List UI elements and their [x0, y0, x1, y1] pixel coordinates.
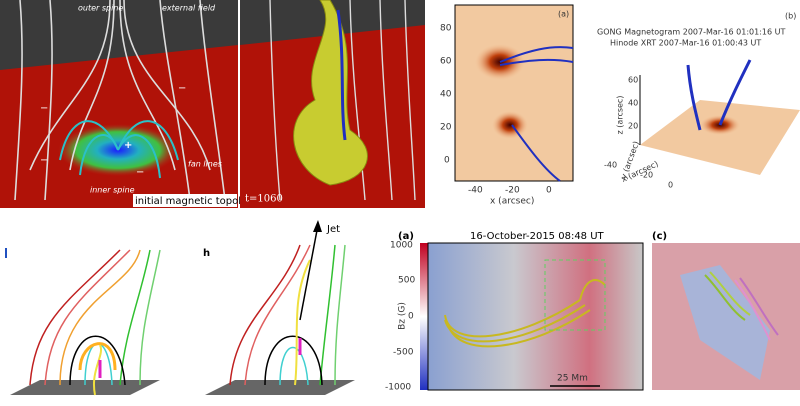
x-tick-label: -40 [468, 186, 483, 196]
diagram-h: h Jet [203, 220, 355, 395]
field-lines [30, 250, 160, 395]
z-tick-label: 60 [628, 76, 638, 85]
annotation: fan lines [188, 160, 222, 169]
y-tick-label: 0 [408, 312, 414, 322]
x-tick-label: -20 [640, 171, 653, 180]
panel-tag: (c) [652, 231, 667, 242]
plot-area [455, 5, 573, 181]
y-tick-label: 40 [440, 90, 452, 100]
panel-title: 16-October-2015 08:48 UT [470, 231, 605, 242]
y-tick-label: -500 [393, 348, 414, 358]
z-tick-label: 40 [628, 99, 638, 108]
arrow-label: Jet [326, 224, 340, 235]
annotation: inner spine [90, 186, 135, 195]
y-tick-label: 20 [440, 123, 452, 133]
y-tick-label: 80 [440, 24, 452, 34]
field-lines [230, 245, 345, 385]
z-tick-label: 20 [628, 122, 638, 131]
info-line: GONG Magnetogram 2007-Mar-16 01:01:16 UT [597, 28, 786, 37]
zoom-panel: (c) [652, 231, 800, 390]
time-label: t=1060 [245, 194, 283, 205]
scale-label: 25 Mm [557, 374, 588, 384]
y-axis-label: Bz (G) [398, 302, 408, 330]
plot-area [428, 243, 643, 390]
y-tick-label: 0 [444, 156, 450, 166]
x-tick-label: 0 [546, 186, 552, 196]
jet-arrow [300, 225, 318, 320]
y-ticks: 80 60 40 20 0 [440, 24, 452, 166]
panel-tag: (a) [558, 10, 569, 19]
panel-tag: (b) [785, 12, 796, 21]
x-tick-label: -20 [505, 186, 520, 196]
x-tick-label: -40 [604, 161, 617, 170]
x-axis-label: x (arcsec) [490, 197, 534, 207]
y-tick-label: -1000 [385, 383, 411, 393]
info-line: Hinode XRT 2007-Mar-16 01:00:43 UT [610, 39, 761, 48]
panel-tag: h [203, 248, 210, 259]
y-tick-label: 500 [398, 276, 415, 286]
annotation: outer spine [78, 4, 123, 13]
figure-collage: outer spine external field fan lines inn… [0, 0, 800, 406]
map-a-panel: (a) 80 60 40 20 0 -40 -20 0 x (arcsec) [440, 5, 573, 207]
polarity-sign: − [136, 167, 144, 178]
topology-panel: outer spine external field fan lines inn… [0, 0, 260, 208]
magnetogram-panel: (a) 16-October-2015 08:48 UT 1000 500 0 … [385, 231, 643, 393]
y-tick-label: 60 [440, 57, 452, 67]
polarity-sign: − [40, 103, 48, 114]
active-region [492, 111, 528, 139]
colorbar [420, 243, 428, 390]
map-b-panel: (b) GONG Magnetogram 2007-Mar-16 01:01:1… [597, 12, 800, 190]
arrow-head [313, 220, 322, 232]
polarity-sign: − [40, 155, 48, 166]
polarity-sign: + [124, 140, 132, 151]
annotation: external field [162, 4, 216, 13]
surface [640, 100, 800, 175]
z-axis-label: z (arcsec) [616, 96, 625, 135]
polarity-sign: − [178, 83, 186, 94]
y-tick-label: 1000 [390, 241, 413, 251]
simulation-panel: t=1060 [240, 0, 425, 208]
diagram-g [6, 248, 160, 395]
x-tick-label: 0 [668, 181, 673, 190]
